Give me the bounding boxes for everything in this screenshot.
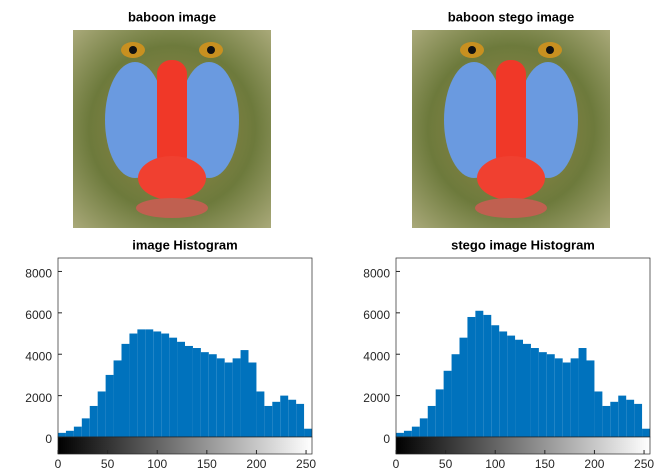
bar bbox=[523, 343, 531, 437]
bar bbox=[475, 310, 484, 437]
bar bbox=[586, 360, 595, 437]
bar bbox=[594, 391, 603, 437]
y-tick-label: 4000 bbox=[25, 349, 52, 363]
bar bbox=[129, 333, 138, 437]
x-tick-label: 0 bbox=[55, 457, 62, 471]
bar bbox=[264, 405, 273, 437]
y-tick-label: 6000 bbox=[25, 308, 52, 322]
x-tick-label: 200 bbox=[584, 457, 604, 471]
bar bbox=[546, 354, 555, 437]
bar bbox=[491, 325, 500, 437]
bar bbox=[530, 348, 539, 437]
bar bbox=[296, 403, 305, 437]
bar bbox=[280, 395, 289, 437]
bar bbox=[73, 426, 82, 437]
y-tick-label: 8000 bbox=[25, 267, 52, 281]
bar bbox=[304, 428, 312, 437]
bar bbox=[200, 352, 209, 437]
x-tick-label: 250 bbox=[296, 457, 316, 471]
y-tick-label: 0 bbox=[45, 432, 52, 446]
gray-colorbar bbox=[395, 436, 651, 455]
bar bbox=[185, 345, 193, 437]
bar bbox=[396, 432, 404, 437]
bar bbox=[570, 358, 579, 437]
bar bbox=[65, 430, 74, 437]
bar bbox=[554, 358, 563, 437]
bar bbox=[642, 428, 650, 437]
bar bbox=[483, 314, 492, 437]
bar bbox=[499, 331, 508, 437]
image-title: baboon image bbox=[128, 9, 216, 24]
y-tick-label: 6000 bbox=[363, 308, 390, 322]
x-tick-label: 150 bbox=[535, 457, 555, 471]
bar bbox=[145, 329, 154, 437]
bar bbox=[618, 395, 627, 437]
bar bbox=[578, 348, 587, 437]
bar bbox=[232, 358, 241, 437]
bar bbox=[467, 316, 476, 437]
x-tick-label: 50 bbox=[439, 457, 453, 471]
x-tick-label: 50 bbox=[101, 457, 115, 471]
bar bbox=[224, 362, 233, 437]
bar bbox=[626, 399, 635, 437]
bar bbox=[248, 362, 257, 437]
image-title: baboon stego image bbox=[448, 9, 574, 24]
chart-title: stego image Histogram bbox=[451, 237, 595, 252]
bar bbox=[97, 391, 106, 437]
bar bbox=[89, 405, 98, 437]
bar bbox=[216, 358, 225, 437]
bar bbox=[411, 426, 420, 437]
x-tick-label: 250 bbox=[634, 457, 654, 471]
bar bbox=[256, 391, 265, 437]
bar bbox=[169, 337, 178, 437]
gray-colorbar bbox=[57, 436, 313, 455]
x-tick-label: 0 bbox=[393, 457, 400, 471]
x-tick-label: 100 bbox=[485, 457, 505, 471]
y-tick-label: 4000 bbox=[363, 349, 390, 363]
bar bbox=[58, 432, 66, 437]
bar bbox=[610, 401, 619, 437]
bar bbox=[105, 374, 114, 437]
bar bbox=[272, 401, 281, 437]
bar bbox=[562, 362, 571, 437]
x-tick-label: 200 bbox=[246, 457, 266, 471]
y-tick-label: 8000 bbox=[363, 267, 390, 281]
bar bbox=[435, 389, 444, 437]
bar bbox=[177, 341, 185, 437]
chart-title: image Histogram bbox=[132, 237, 237, 252]
bar bbox=[153, 331, 162, 437]
baboon-image bbox=[73, 30, 271, 228]
bar bbox=[443, 370, 452, 437]
bar bbox=[403, 430, 412, 437]
y-tick-label: 2000 bbox=[363, 391, 390, 405]
baboon-stego-image bbox=[412, 30, 610, 228]
bar bbox=[427, 405, 436, 437]
bar bbox=[602, 405, 611, 437]
bar bbox=[419, 418, 428, 437]
bar bbox=[515, 339, 523, 437]
bar bbox=[288, 399, 297, 437]
bar bbox=[208, 354, 217, 437]
y-tick-label: 0 bbox=[383, 432, 390, 446]
bar bbox=[137, 329, 146, 437]
bar bbox=[113, 360, 122, 437]
bar bbox=[121, 343, 130, 437]
bar bbox=[81, 418, 90, 437]
bar bbox=[634, 403, 643, 437]
x-tick-label: 150 bbox=[197, 457, 217, 471]
bar bbox=[451, 354, 460, 437]
y-tick-label: 2000 bbox=[25, 391, 52, 405]
bar bbox=[192, 348, 201, 437]
bar bbox=[161, 333, 170, 437]
bar bbox=[538, 352, 547, 437]
bar bbox=[507, 335, 516, 437]
bars bbox=[396, 310, 650, 437]
bar bbox=[459, 337, 468, 437]
bar bbox=[240, 350, 249, 437]
x-tick-label: 100 bbox=[147, 457, 167, 471]
bars bbox=[58, 329, 312, 437]
